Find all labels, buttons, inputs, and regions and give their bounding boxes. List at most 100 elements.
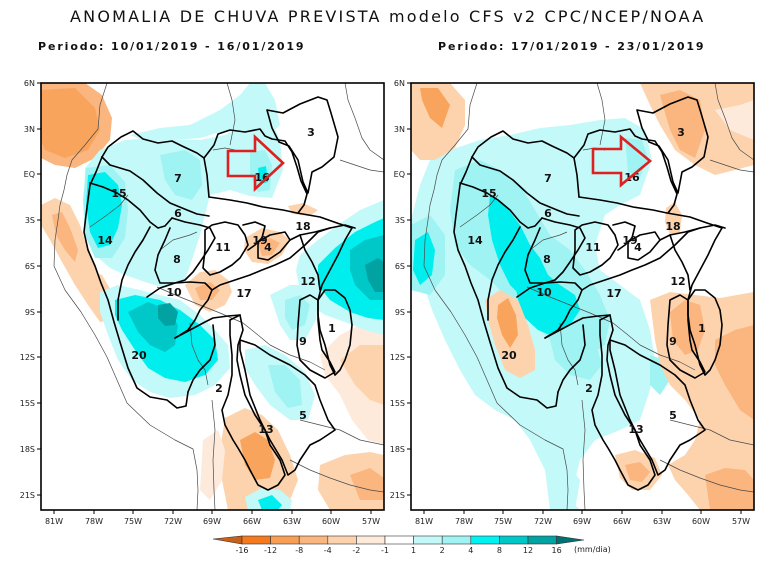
lon-label: 57W (732, 517, 750, 526)
country-border (659, 459, 755, 493)
legend-label: 8 (497, 546, 502, 555)
lon-label: 69W (203, 517, 221, 526)
country-border (159, 231, 198, 251)
basin-label: 4 (634, 241, 642, 254)
country-border (714, 82, 755, 161)
lat-label: 9S (25, 308, 35, 317)
basin-boundary (471, 130, 580, 198)
basin-label: 6 (174, 207, 182, 220)
basin-label: 20 (501, 349, 517, 362)
basin-label: 5 (299, 409, 307, 422)
legend-label: -4 (324, 546, 332, 555)
basin-boundary (187, 324, 216, 393)
basin-label: 13 (628, 423, 643, 436)
lat-label: 18S (390, 445, 405, 454)
basin-boundary (208, 196, 353, 229)
anomaly-patch (285, 295, 310, 330)
basin-boundary (154, 217, 216, 284)
basin-label: 4 (264, 241, 272, 254)
basin-boundary (459, 182, 543, 229)
lon-label: 60W (322, 517, 340, 526)
basin-boundary (202, 221, 249, 276)
basin-boundary (578, 196, 723, 229)
country-border (299, 419, 385, 446)
basin-boundary (524, 217, 586, 284)
anomaly-patch (258, 238, 280, 256)
basin-boundary (627, 231, 661, 261)
basin-boundary (471, 156, 580, 217)
basin-label: 19 (622, 234, 637, 247)
basin-boundary (101, 156, 210, 217)
lat-label: 9S (395, 308, 405, 317)
legend-swatch (384, 535, 414, 545)
lon-label: 81W (415, 517, 433, 526)
lon-label: 72W (534, 517, 552, 526)
basin-boundary (687, 227, 723, 301)
country-border (559, 322, 579, 386)
legend-label: -16 (235, 546, 248, 555)
country-border (289, 459, 385, 493)
basin-boundary (612, 221, 636, 251)
lon-label: 78W (85, 517, 103, 526)
lon-label: 63W (283, 517, 301, 526)
basin-boundary (572, 221, 619, 276)
anomaly-patch (258, 495, 282, 510)
country-border (596, 82, 606, 146)
lon-label: 66W (243, 517, 261, 526)
basin-label: 16 (254, 171, 270, 184)
legend-swatch (441, 535, 472, 545)
legend-label: -2 (352, 546, 360, 555)
country-border (212, 147, 236, 151)
lat-label: 15S (20, 399, 35, 408)
basin-boundary (296, 294, 336, 379)
legend-units: (mm/dia) (574, 545, 611, 554)
lon-label: 57W (362, 517, 380, 526)
legend-label: 16 (552, 546, 562, 555)
anomaly-patch (41, 88, 100, 158)
basin-label: 16 (624, 171, 640, 184)
country-border (529, 231, 568, 251)
country-border (581, 399, 586, 511)
legend-label: -12 (264, 546, 277, 555)
lat-label: EQ (394, 170, 405, 179)
basin-boundary (317, 289, 353, 376)
anomaly-patch (515, 282, 575, 335)
basin-label: 7 (174, 172, 182, 185)
basin-boundary (687, 289, 723, 376)
anomaly-patch (497, 298, 518, 348)
basin-label: 18 (665, 220, 680, 233)
lat-label: 3N (394, 125, 405, 134)
basin-boundary (174, 314, 241, 339)
legend-triangle-low (212, 535, 243, 545)
lat-label: 6N (394, 79, 405, 88)
basin-boundary (211, 227, 331, 291)
lon-label: 72W (164, 517, 182, 526)
lon-label: 60W (692, 517, 710, 526)
anomaly-patch (52, 212, 78, 262)
lon-label: 63W (653, 517, 671, 526)
country-border (242, 322, 326, 371)
lon-label: 69W (573, 517, 591, 526)
basin-label: 14 (467, 234, 483, 247)
country-border (89, 194, 129, 228)
basin-label: 3 (677, 126, 685, 139)
basin-boundary (581, 227, 701, 291)
lat-label: 21S (20, 491, 35, 500)
country-border (669, 419, 755, 446)
basin-label: 3 (307, 126, 315, 139)
anomaly-patch (160, 150, 202, 200)
basin-label: 5 (669, 409, 677, 422)
basin-label: 11 (215, 241, 230, 254)
lon-label: 78W (455, 517, 473, 526)
lat-label: 21S (390, 491, 405, 500)
lat-label: 12S (20, 353, 35, 362)
basin-label: 8 (173, 253, 181, 266)
anomaly-patch (268, 365, 302, 408)
basin-label: 15 (111, 187, 126, 200)
anomaly-patch (715, 100, 754, 140)
legend-swatch (499, 535, 529, 545)
basin-boundary (89, 182, 173, 229)
